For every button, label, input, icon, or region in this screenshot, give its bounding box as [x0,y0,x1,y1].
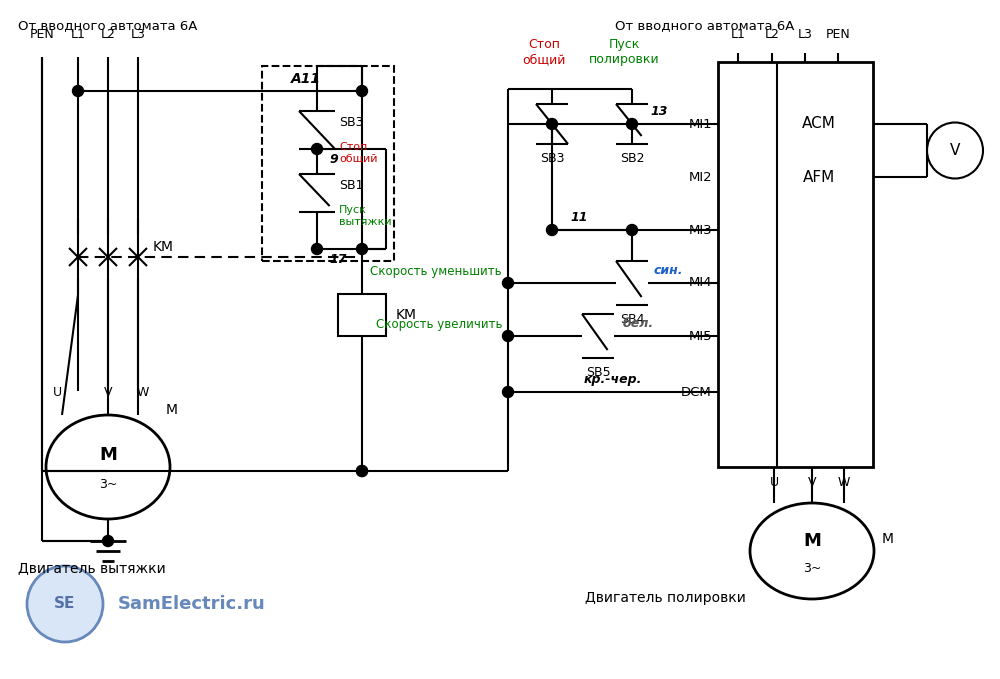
Text: 17: 17 [329,253,347,266]
Bar [262,66,394,261]
Text: M: M [99,446,117,464]
Text: M: M [882,532,894,546]
Circle shape [72,86,84,96]
Text: L1: L1 [71,28,85,41]
Text: MI5: MI5 [688,329,712,342]
Circle shape [503,278,514,289]
Text: MI1: MI1 [688,117,712,130]
Text: MI3: MI3 [688,223,712,236]
Circle shape [626,225,638,236]
Circle shape [312,143,322,155]
Text: SB2: SB2 [620,152,644,165]
Text: DCM: DCM [681,386,712,399]
Bar [718,62,873,467]
Text: 11: 11 [570,211,587,224]
Text: KM: KM [153,240,174,254]
Text: V: V [104,386,112,399]
Text: Стоп
общий: Стоп общий [339,142,378,164]
Text: Двигатель полировки: Двигатель полировки [585,591,746,605]
Circle shape [546,225,558,236]
Text: 9: 9 [329,153,338,166]
Text: W: W [838,476,850,489]
Text: 3~: 3~ [99,479,117,492]
Text: SB3: SB3 [339,115,364,128]
Text: L3: L3 [131,28,145,41]
Text: SamElectric.ru: SamElectric.ru [118,595,266,613]
Text: V: V [950,143,960,158]
Text: SE: SE [54,596,76,612]
Circle shape [626,119,638,130]
Text: L2: L2 [101,28,115,41]
Text: От вводного автомата 6А: От вводного автомата 6А [18,19,197,32]
Circle shape [546,119,558,130]
Circle shape [356,244,368,255]
Text: PEN: PEN [30,28,54,41]
Text: M: M [803,532,821,550]
Text: L1: L1 [731,28,745,41]
Text: U: U [769,476,779,489]
Text: Стоп
общий: Стоп общий [522,38,566,66]
Text: кр.-чер.: кр.-чер. [584,373,642,386]
Text: Пуск
полировки: Пуск полировки [589,38,659,66]
Text: бел.: бел. [623,317,654,330]
Text: SB4: SB4 [620,313,644,326]
Text: 3~: 3~ [803,562,821,576]
Bar [338,294,386,336]
Circle shape [312,244,322,255]
Text: M: M [166,403,178,417]
Circle shape [503,386,514,397]
Text: Двигатель вытяжки: Двигатель вытяжки [18,561,166,575]
Text: U: U [52,386,62,399]
Text: KM: KM [396,308,417,322]
Text: V: V [808,476,816,489]
Text: MI4: MI4 [688,276,712,289]
Text: MI2: MI2 [688,170,712,183]
Text: ACM: ACM [802,117,836,132]
Text: син.: син. [654,264,684,277]
Text: L2: L2 [765,28,779,41]
Text: Скорость увеличить: Скорость увеличить [376,318,502,331]
Text: PEN: PEN [826,28,850,41]
Text: AFM: AFM [803,170,835,185]
Text: L3: L3 [798,28,812,41]
Circle shape [503,331,514,342]
Text: W: W [137,386,149,399]
Circle shape [356,86,368,96]
Circle shape [356,466,368,477]
Text: Пуск
вытяжки: Пуск вытяжки [339,205,392,227]
Text: A11: A11 [291,72,321,86]
Text: От вводного автомата 6А: От вводного автомата 6А [615,19,794,32]
Text: Скорость уменьшить: Скорость уменьшить [370,265,502,278]
Circle shape [356,466,368,477]
Text: SB5: SB5 [586,366,610,379]
Text: SB3: SB3 [540,152,564,165]
Circle shape [103,536,114,547]
Text: 13: 13 [650,105,668,118]
Text: SB1: SB1 [339,179,364,191]
Circle shape [27,566,103,642]
